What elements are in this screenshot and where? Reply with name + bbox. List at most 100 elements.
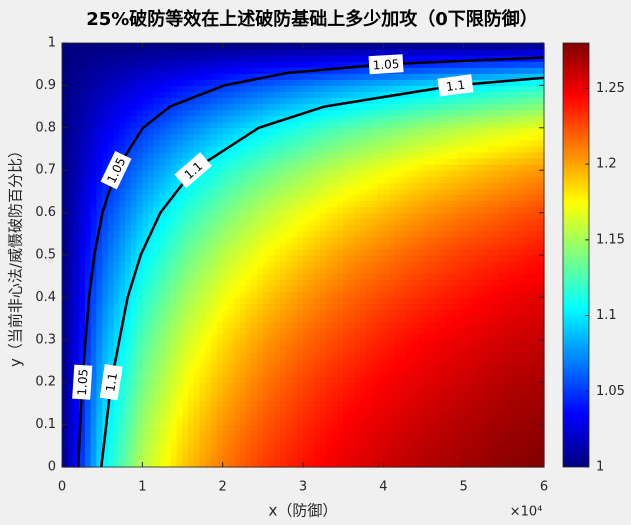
heat-cell — [383, 206, 390, 214]
heat-cell — [73, 103, 80, 111]
heat-cell — [245, 273, 252, 280]
heat-cell — [199, 152, 207, 159]
heat-cell — [320, 152, 327, 159]
heat-cell — [521, 382, 528, 389]
heat-cell — [509, 242, 516, 250]
heat-cell — [446, 152, 453, 159]
heat-cell — [446, 285, 453, 292]
heat-cell — [515, 327, 522, 335]
heat-cell — [457, 412, 465, 420]
heat-cell — [521, 164, 528, 171]
heat-cell — [303, 145, 310, 153]
heat-cell — [107, 152, 115, 159]
heat-cell — [222, 267, 230, 274]
heat-cell — [136, 133, 143, 141]
heat-cell — [526, 321, 534, 329]
heat-cell — [480, 164, 488, 171]
heat-cell — [429, 364, 436, 371]
heat-cell — [492, 454, 499, 462]
heat-cell — [62, 370, 69, 377]
heat-cell — [73, 267, 80, 274]
heat-cell — [148, 158, 155, 165]
heat-cell — [228, 357, 235, 365]
heat-cell — [320, 273, 327, 280]
heat-cell — [274, 218, 281, 226]
heat-cell — [171, 91, 178, 99]
heat-cell — [245, 267, 252, 274]
heat-cell — [234, 97, 241, 105]
heat-cell — [73, 406, 80, 414]
heat-cell — [280, 236, 287, 244]
heat-cell — [526, 418, 534, 426]
heat-cell — [176, 188, 184, 196]
heat-cell — [446, 206, 453, 214]
heat-cell — [394, 412, 402, 420]
heat-cell — [62, 261, 69, 268]
heat-cell — [383, 182, 390, 189]
heat-cell — [434, 297, 442, 305]
heat-cell — [383, 339, 390, 347]
heat-cell — [257, 357, 264, 365]
heat-cell — [280, 261, 287, 268]
heat-cell — [228, 327, 235, 335]
heat-cell — [354, 400, 361, 408]
heat-cell — [245, 345, 252, 353]
heat-cell — [125, 430, 132, 438]
heat-cell — [366, 394, 373, 401]
heat-cell — [498, 424, 505, 432]
heat-cell — [297, 224, 304, 232]
heat-cell — [423, 370, 430, 377]
heat-cell — [383, 267, 390, 274]
heat-cell — [532, 158, 539, 165]
heat-cell — [188, 255, 195, 262]
heat-cell — [526, 345, 534, 353]
heat-cell — [119, 279, 126, 286]
heat-cell — [96, 388, 103, 395]
heat-cell — [228, 212, 235, 220]
heat-cell — [257, 200, 264, 208]
heat-cell — [325, 176, 333, 183]
heat-cell — [440, 436, 448, 444]
heat-cell — [90, 206, 98, 214]
heat-cell — [182, 158, 189, 165]
heat-cell — [165, 309, 172, 317]
heat-cell — [136, 315, 143, 323]
heat-cell — [509, 133, 516, 141]
heat-cell — [498, 297, 505, 305]
heat-cell — [498, 388, 505, 395]
heat-cell — [90, 194, 98, 202]
heat-cell — [257, 418, 264, 426]
heat-cell — [90, 109, 98, 117]
heat-cell — [429, 430, 436, 438]
heat-cell — [314, 388, 321, 395]
heat-cell — [262, 412, 270, 420]
heat-cell — [257, 273, 264, 280]
heat-cell — [171, 133, 178, 141]
heat-cell — [67, 194, 75, 202]
heat-cell — [320, 261, 327, 268]
heat-cell — [142, 406, 149, 414]
heat-cell — [434, 424, 442, 432]
heat-cell — [475, 176, 482, 183]
heat-cell — [199, 261, 207, 268]
heat-cell — [515, 448, 522, 456]
heat-cell — [503, 127, 511, 135]
heat-cell — [176, 309, 184, 317]
heat-cell — [285, 357, 293, 365]
heat-cell — [377, 370, 384, 377]
heat-cell — [193, 194, 201, 202]
heat-cell — [125, 454, 132, 462]
heat-cell — [503, 139, 511, 147]
heat-cell — [366, 436, 373, 444]
heat-cell — [90, 273, 98, 280]
heat-cell — [337, 406, 344, 414]
heat-cell — [371, 212, 379, 220]
heat-cell — [130, 145, 138, 153]
heat-cell — [96, 158, 103, 165]
heat-cell — [475, 267, 482, 274]
heat-cell — [452, 133, 459, 141]
heat-cell — [222, 248, 230, 256]
heat-cell — [125, 357, 132, 365]
heat-cell — [371, 418, 379, 426]
heat-cell — [125, 224, 132, 232]
